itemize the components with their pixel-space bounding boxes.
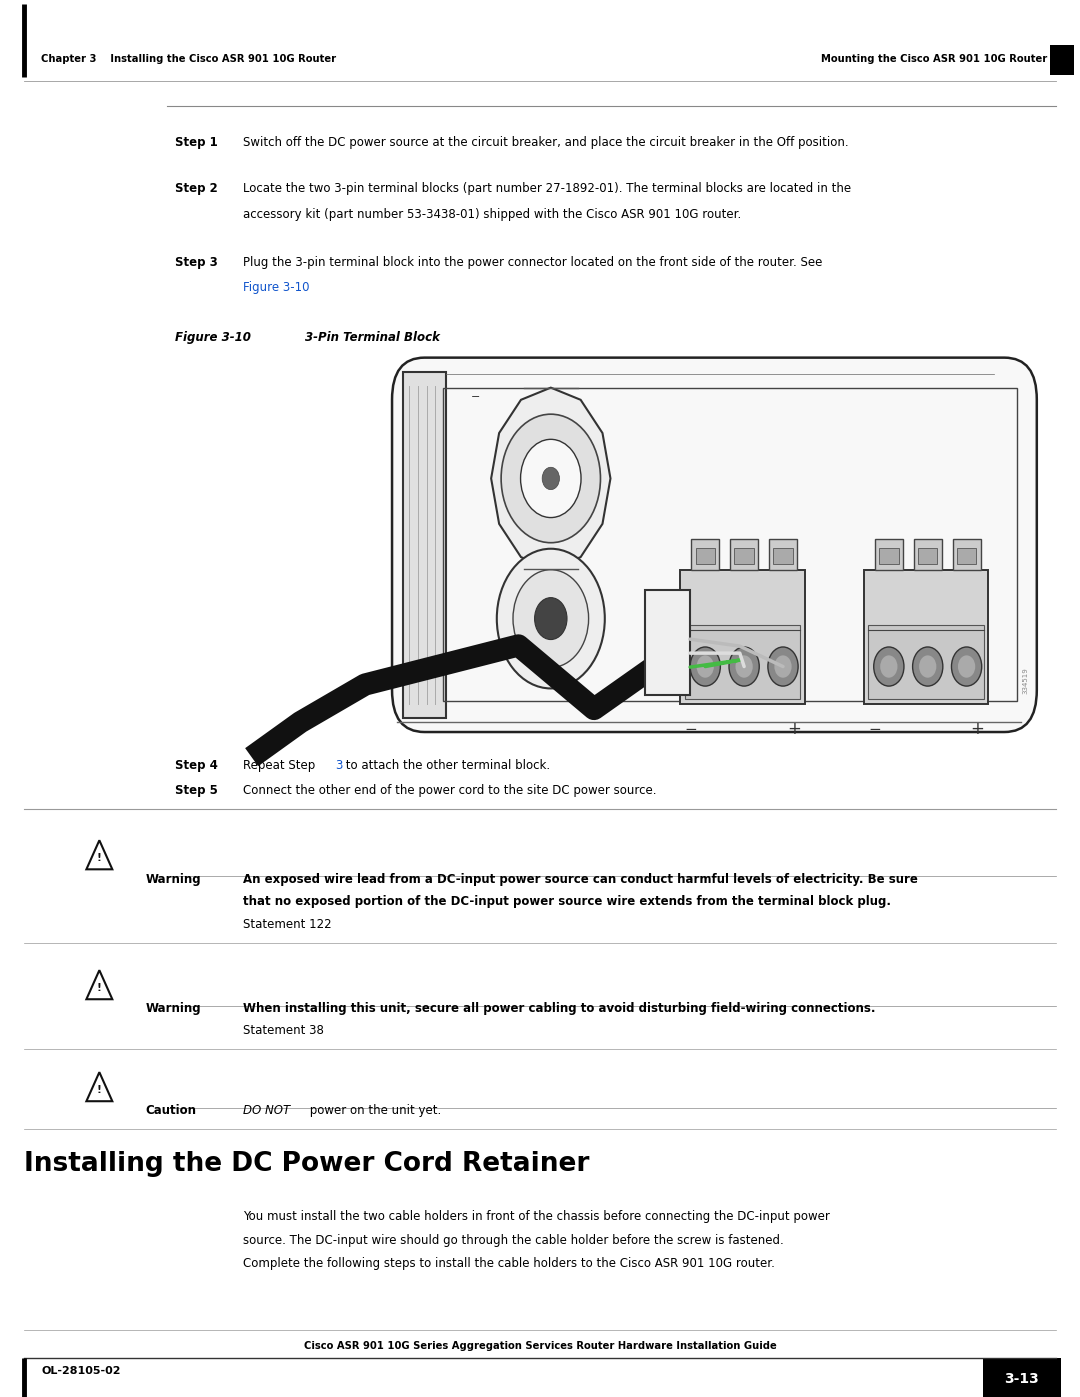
Text: Mounting the Cisco ASR 901 10G Router: Mounting the Cisco ASR 901 10G Router: [822, 53, 1048, 64]
Bar: [879, 548, 899, 564]
Text: to attach the other terminal block.: to attach the other terminal block.: [342, 759, 551, 771]
Text: source. The DC-input wire should go through the cable holder before the screw is: source. The DC-input wire should go thro…: [243, 1234, 784, 1246]
Text: Cisco ASR 901 10G Series Aggregation Services Router Hardware Installation Guide: Cisco ASR 901 10G Series Aggregation Ser…: [303, 1341, 777, 1351]
Circle shape: [690, 647, 720, 686]
Text: +: +: [787, 721, 800, 738]
Text: When installing this unit, secure all power cabling to avoid disturbing field-wi: When installing this unit, secure all po…: [243, 1002, 876, 1014]
Text: 3-Pin Terminal Block: 3-Pin Terminal Block: [305, 331, 440, 344]
Text: Warning: Warning: [146, 873, 202, 886]
Text: Step 3: Step 3: [175, 256, 218, 268]
Polygon shape: [86, 840, 112, 869]
Text: 3-13: 3-13: [1004, 1372, 1039, 1386]
Bar: [868, 624, 984, 698]
Bar: [914, 539, 942, 570]
Bar: [864, 570, 988, 704]
Polygon shape: [86, 1071, 112, 1101]
Text: Step 5: Step 5: [175, 784, 218, 796]
Circle shape: [874, 647, 904, 686]
Circle shape: [951, 647, 982, 686]
Bar: [918, 548, 937, 564]
Text: Step 4: Step 4: [175, 759, 218, 771]
Bar: [343, 360, 1031, 729]
Bar: [443, 388, 1017, 701]
Circle shape: [880, 655, 897, 678]
Circle shape: [542, 467, 559, 489]
Bar: [773, 548, 793, 564]
Bar: [403, 372, 446, 718]
Text: power on the unit yet.: power on the unit yet.: [306, 1104, 441, 1116]
Text: Figure 3-10: Figure 3-10: [175, 331, 251, 344]
Text: Locate the two 3-pin terminal blocks (part number 27-1892-01). The terminal bloc: Locate the two 3-pin terminal blocks (pa…: [243, 182, 851, 194]
Text: DO NOT: DO NOT: [243, 1104, 291, 1116]
Text: Statement 38: Statement 38: [243, 1024, 324, 1037]
Circle shape: [497, 549, 605, 689]
Circle shape: [697, 655, 714, 678]
Text: Figure 3-10: Figure 3-10: [243, 281, 310, 293]
Circle shape: [729, 647, 759, 686]
Text: OL-28105-02: OL-28105-02: [41, 1366, 121, 1376]
Bar: [696, 548, 715, 564]
Circle shape: [521, 439, 581, 517]
Text: You must install the two cable holders in front of the chassis before connecting: You must install the two cable holders i…: [243, 1210, 829, 1222]
FancyBboxPatch shape: [392, 358, 1037, 732]
Bar: [734, 548, 754, 564]
Circle shape: [535, 598, 567, 640]
Text: Chapter 3    Installing the Cisco ASR 901 10G Router: Chapter 3 Installing the Cisco ASR 901 1…: [41, 53, 336, 64]
Circle shape: [774, 655, 792, 678]
Bar: [730, 539, 758, 570]
Text: Warning: Warning: [146, 1002, 202, 1014]
Text: 334519: 334519: [1022, 668, 1028, 694]
Circle shape: [919, 655, 936, 678]
Text: −: −: [868, 722, 881, 736]
Polygon shape: [86, 970, 112, 999]
Bar: [769, 539, 797, 570]
Text: An exposed wire lead from a DC-input power source can conduct harmful levels of : An exposed wire lead from a DC-input pow…: [243, 873, 918, 886]
Text: −: −: [471, 391, 480, 402]
Text: Complete the following steps to install the cable holders to the Cisco ASR 901 1: Complete the following steps to install …: [243, 1257, 774, 1270]
Polygon shape: [491, 387, 610, 569]
Bar: [953, 539, 981, 570]
Bar: [691, 539, 719, 570]
Bar: [875, 539, 903, 570]
Text: Step 2: Step 2: [175, 182, 218, 194]
Text: Switch off the DC power source at the circuit breaker, and place the circuit bre: Switch off the DC power source at the ci…: [243, 136, 849, 148]
Circle shape: [913, 647, 943, 686]
Bar: [1050, 45, 1074, 75]
Circle shape: [513, 570, 589, 668]
Bar: [645, 591, 690, 696]
Bar: [680, 570, 805, 704]
Text: !: !: [97, 1084, 102, 1095]
Text: Statement 122: Statement 122: [243, 918, 332, 930]
Text: !: !: [97, 852, 102, 863]
Circle shape: [768, 647, 798, 686]
Text: !: !: [97, 982, 102, 993]
Circle shape: [958, 655, 975, 678]
Text: Repeat Step: Repeat Step: [243, 759, 319, 771]
Bar: [685, 624, 800, 698]
Text: 3: 3: [335, 759, 342, 771]
Text: Plug the 3-pin terminal block into the power connector located on the front side: Plug the 3-pin terminal block into the p…: [243, 256, 822, 268]
Text: Installing the DC Power Cord Retainer: Installing the DC Power Cord Retainer: [24, 1151, 589, 1178]
Bar: [983, 1358, 1061, 1397]
Bar: [957, 548, 976, 564]
Text: +: +: [971, 721, 984, 738]
Circle shape: [735, 655, 753, 678]
Text: Step 1: Step 1: [175, 136, 218, 148]
Text: Connect the other end of the power cord to the site DC power source.: Connect the other end of the power cord …: [243, 784, 657, 796]
Text: accessory kit (part number 53-3438-01) shipped with the Cisco ASR 901 10G router: accessory kit (part number 53-3438-01) s…: [243, 208, 741, 221]
Text: −: −: [685, 722, 698, 736]
Text: Caution: Caution: [146, 1104, 197, 1116]
Circle shape: [501, 414, 600, 542]
Text: that no exposed portion of the DC-input power source wire extends from the termi: that no exposed portion of the DC-input …: [243, 895, 891, 908]
